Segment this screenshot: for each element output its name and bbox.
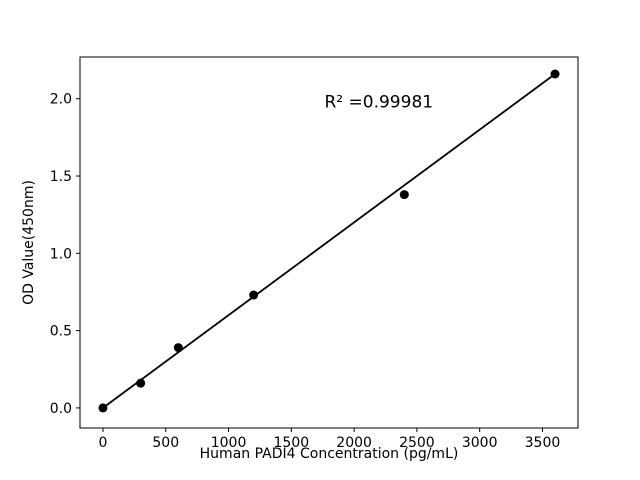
plot-border	[79, 56, 579, 429]
x-tick-label: 0	[99, 435, 108, 451]
data-points	[98, 69, 560, 413]
x-tick-label: 2000	[336, 435, 372, 451]
r-squared-annotation: R² =0.99981	[325, 93, 434, 113]
y-tick-label: 1.5	[50, 169, 72, 185]
fit-line	[102, 73, 556, 409]
data-point	[173, 343, 183, 353]
x-tick-label: 3000	[462, 435, 498, 451]
data-point	[399, 190, 409, 200]
y-axis-label: OD Value(450nm)	[21, 180, 37, 305]
x-axis-ticks: 0 500 1000 1500 2000 2500 3000 3500	[99, 428, 561, 451]
data-point	[136, 378, 146, 388]
y-tick-label: 2.0	[50, 92, 72, 108]
y-tick-label: 0.0	[50, 401, 72, 417]
data-point	[550, 69, 560, 79]
y-tick-label: 1.0	[50, 246, 72, 262]
data-point	[249, 290, 259, 300]
x-tick-label: 1500	[274, 435, 310, 451]
y-tick-label: 0.5	[50, 324, 72, 340]
y-axis-ticks: 0.0 0.5 1.0 1.5 2.0	[50, 92, 80, 417]
data-point	[98, 403, 108, 413]
x-tick-label: 500	[152, 435, 179, 451]
fit-line-segment	[102, 73, 556, 409]
x-tick-label: 1000	[211, 435, 247, 451]
x-axis-label: Human PADI4 Concentration (pg/mL)	[200, 446, 459, 462]
x-tick-label: 2500	[399, 435, 435, 451]
x-tick-label: 3500	[525, 435, 561, 451]
